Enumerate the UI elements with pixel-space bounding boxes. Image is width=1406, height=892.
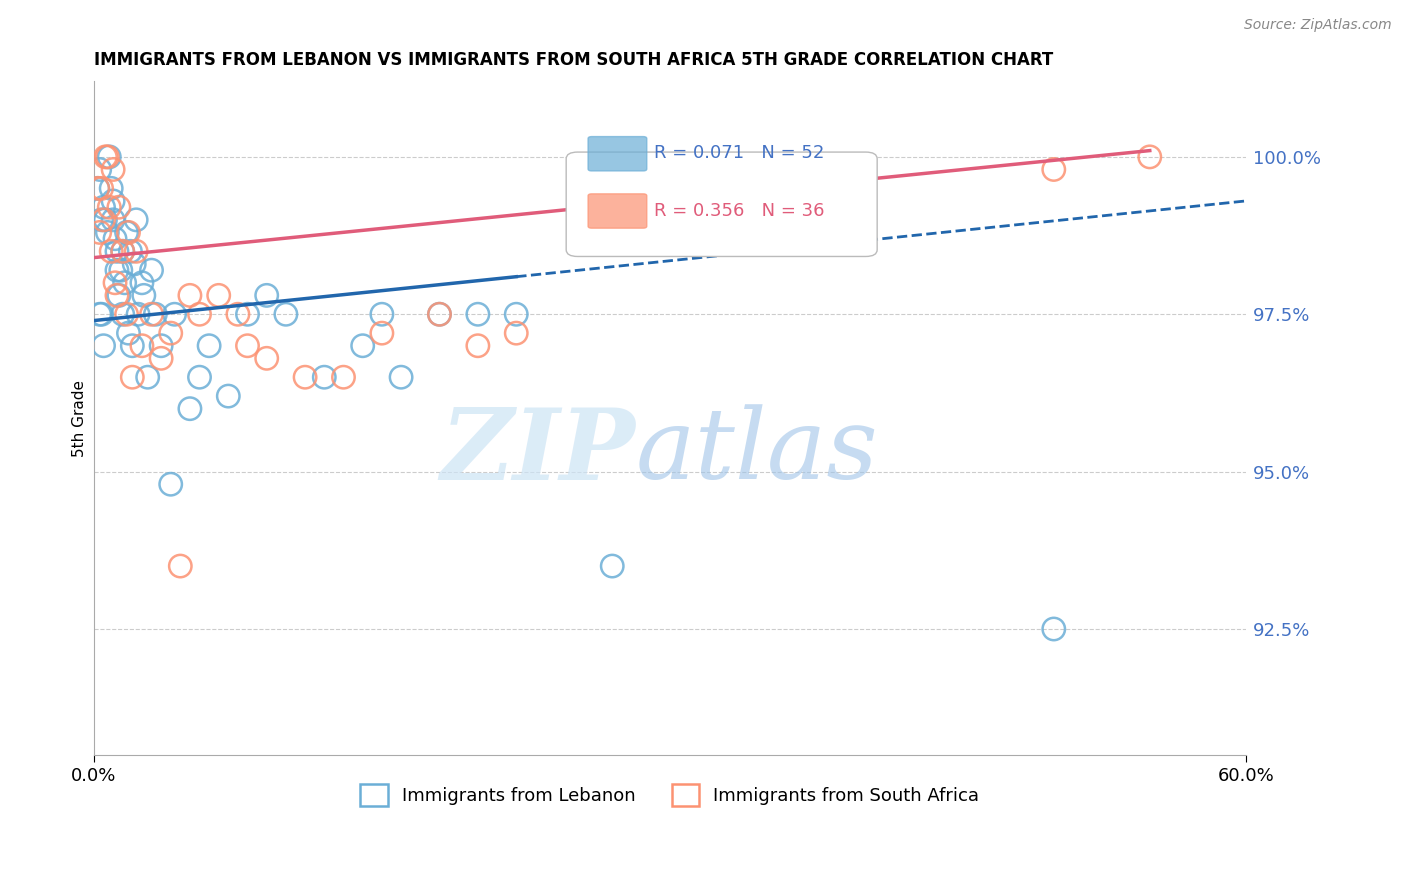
Point [256, 288, 278, 302]
Legend: Immigrants from Lebanon, Immigrants from South Africa: Immigrants from Lebanon, Immigrants from… [353, 777, 987, 814]
Point [274, 307, 297, 321]
Point [101, 162, 124, 177]
Point [101, 194, 124, 208]
Point [150, 351, 173, 366]
Point [163, 307, 186, 321]
Point [111, 244, 134, 259]
Point [429, 307, 451, 321]
Point [117, 326, 139, 340]
Point [217, 389, 239, 403]
Point [115, 307, 138, 321]
Point [467, 339, 489, 353]
Point [1042, 622, 1064, 636]
Point [256, 351, 278, 366]
Point [96, 150, 118, 164]
Point [104, 276, 127, 290]
Point [89, 162, 111, 177]
Point [114, 276, 136, 290]
Point [127, 307, 149, 321]
Point [169, 559, 191, 574]
Point [188, 370, 211, 384]
Point [136, 370, 159, 384]
Point [294, 370, 316, 384]
Point [115, 226, 138, 240]
Text: R = 0.071   N = 52: R = 0.071 N = 52 [654, 145, 824, 162]
Point [352, 339, 374, 353]
Point [90, 212, 112, 227]
Point [105, 263, 128, 277]
Point [104, 232, 127, 246]
Point [131, 339, 153, 353]
Point [371, 326, 394, 340]
Text: atlas: atlas [636, 404, 877, 500]
Point [90, 181, 112, 195]
Point [143, 307, 166, 321]
Point [429, 307, 451, 321]
Y-axis label: 5th Grade: 5th Grade [72, 380, 87, 457]
Point [87, 181, 110, 195]
Point [90, 307, 112, 321]
Point [100, 244, 122, 259]
Point [105, 288, 128, 302]
Point [93, 200, 115, 214]
Point [94, 150, 117, 164]
Point [110, 263, 132, 277]
Point [96, 226, 118, 240]
Point [101, 212, 124, 227]
Point [131, 276, 153, 290]
Point [467, 307, 489, 321]
Point [125, 212, 148, 227]
Point [332, 370, 354, 384]
Point [105, 244, 128, 259]
FancyBboxPatch shape [588, 194, 647, 228]
Point [98, 150, 121, 164]
Point [179, 401, 201, 416]
Point [87, 181, 110, 195]
Point [371, 307, 394, 321]
Point [89, 307, 111, 321]
Point [121, 370, 143, 384]
Text: IMMIGRANTS FROM LEBANON VS IMMIGRANTS FROM SOUTH AFRICA 5TH GRADE CORRELATION CH: IMMIGRANTS FROM LEBANON VS IMMIGRANTS FR… [94, 51, 1053, 69]
FancyBboxPatch shape [588, 136, 647, 171]
Text: Source: ZipAtlas.com: Source: ZipAtlas.com [1244, 18, 1392, 32]
Point [198, 339, 221, 353]
Point [120, 244, 142, 259]
Point [188, 307, 211, 321]
Point [125, 244, 148, 259]
Point [111, 307, 134, 321]
Point [108, 200, 131, 214]
Point [208, 288, 231, 302]
Point [150, 339, 173, 353]
Point [226, 307, 249, 321]
Point [505, 326, 527, 340]
FancyBboxPatch shape [567, 152, 877, 257]
Point [600, 559, 623, 574]
Text: ZIP: ZIP [440, 403, 636, 500]
Point [94, 212, 117, 227]
Point [505, 307, 527, 321]
Point [93, 212, 115, 227]
Point [108, 288, 131, 302]
Point [314, 370, 336, 384]
Point [179, 288, 201, 302]
Point [111, 244, 134, 259]
Point [236, 339, 259, 353]
Point [141, 263, 163, 277]
Point [159, 477, 181, 491]
Point [98, 200, 121, 214]
Point [100, 181, 122, 195]
Point [141, 307, 163, 321]
Point [93, 339, 115, 353]
Point [122, 257, 145, 271]
Point [159, 326, 181, 340]
Point [89, 226, 111, 240]
Point [1042, 162, 1064, 177]
Point [236, 307, 259, 321]
Point [132, 288, 155, 302]
Point [117, 226, 139, 240]
Point [1139, 150, 1161, 164]
Point [389, 370, 412, 384]
Text: R = 0.356   N = 36: R = 0.356 N = 36 [654, 202, 824, 219]
Point [121, 339, 143, 353]
